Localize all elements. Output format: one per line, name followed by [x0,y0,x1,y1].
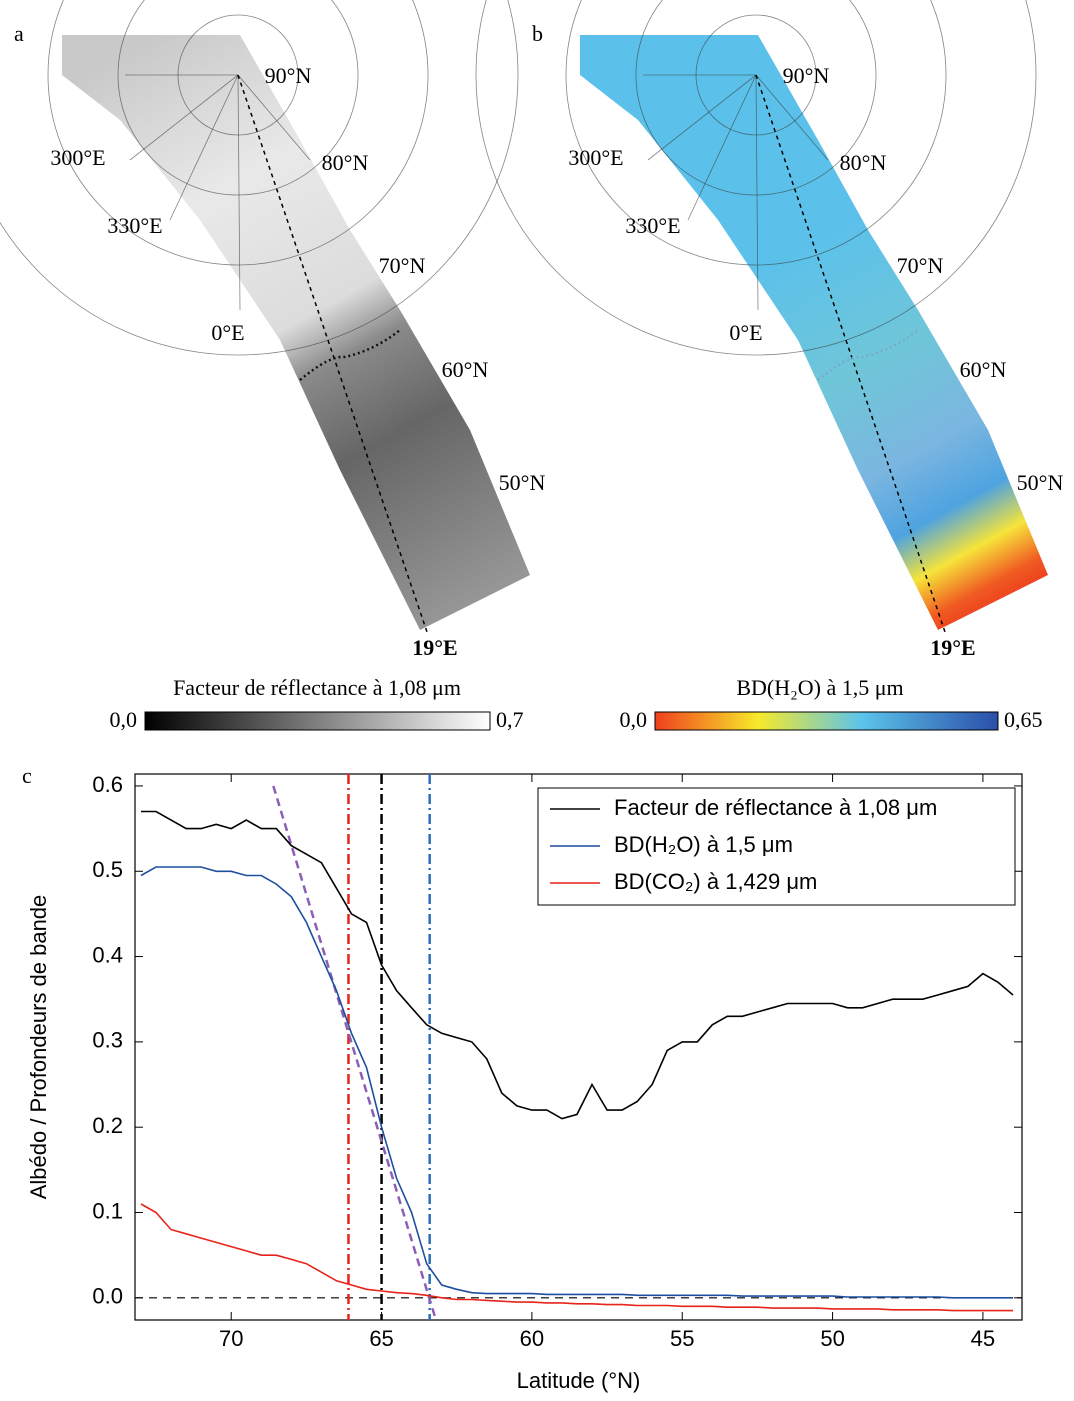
meridian-label: 19°E [930,635,975,660]
graticule-label: 50°N [1017,470,1064,495]
meridian-19e [755,74,946,633]
colorbar-max: 0,65 [1004,707,1043,732]
graticule-label: 50°N [499,470,546,495]
y-axis-label: Albédo / Profondeurs de bande [26,895,51,1200]
graticule-label: 0°E [211,320,244,345]
graticule-label: 70°N [379,253,426,278]
panel-label: b [532,21,543,46]
panel-label: c [22,763,32,788]
y-tick-label: 0.0 [92,1284,123,1309]
map-panel: 90°N 80°N 70°N 60°N 50°N 300°E 330°E 0°E 19°E [475,0,1064,660]
panel-label: a [14,21,24,46]
x-tick-label: 55 [670,1326,694,1351]
map-image [580,35,1048,630]
series-line [140,866,1013,1299]
colorbar-min: 0,0 [620,707,648,732]
y-tick-label: 0.2 [92,1113,123,1138]
colorbar-min: 0,0 [110,707,138,732]
graticule-label: 60°N [960,357,1007,382]
legend-label: BD(CO₂) à 1,429 μm [614,869,817,894]
map-image [62,35,530,630]
graticule-meridian [169,74,239,221]
graticule-label: 300°E [568,145,623,170]
series-line [140,1203,1013,1312]
colorbar-title: BD(H₂O) à 1,5 μm [736,675,903,700]
legend-label: BD(H₂O) à 1,5 μm [614,832,793,857]
trend-line [272,785,437,1320]
graticule-circle [47,0,429,266]
graticule-label: 330°E [107,213,162,238]
graticule-circle [475,0,1037,356]
colorbar-max: 0,7 [496,707,524,732]
x-tick-label: 65 [369,1326,393,1351]
graticule-meridian [237,74,311,161]
maps: 90°N 80°N 70°N 60°N 50°N 300°E 330°E 0°E 19°E a Fa… [0,0,1063,732]
y-tick-label: 0.6 [92,772,123,797]
ice-boundary [299,329,401,381]
y-tick-label: 0.3 [92,1028,123,1053]
meridian-19e [237,74,428,633]
colorbar [144,711,491,731]
graticule-label: 330°E [625,213,680,238]
graticule-label: 90°N [783,63,830,88]
graticule-label: 300°E [50,145,105,170]
x-tick-label: 70 [219,1326,243,1351]
y-tick-label: 0.4 [92,942,123,967]
graticule-meridian [755,74,829,161]
graticule-label: 80°N [322,150,369,175]
y-tick-label: 0.5 [92,857,123,882]
ice-boundary [817,329,919,381]
graticule-label: 60°N [442,357,489,382]
graticule-circle [0,0,519,356]
line-chart: 0.0 0.1 0.2 0.3 0.4 0.5 0.6 70 65 60 55 50 45 Latitud… [26,772,1023,1393]
graticule-label: 70°N [897,253,944,278]
graticule-meridian [129,74,239,161]
y-tick-label: 0.1 [92,1198,123,1223]
x-tick-label: 50 [820,1326,844,1351]
graticule-circle [565,0,947,266]
legend-label: Facteur de réflectance à 1,08 μm [614,795,937,820]
graticule-circle [635,0,877,196]
graticule-label: 80°N [840,150,887,175]
graticule-label: 90°N [265,63,312,88]
legend-box [537,787,1016,906]
x-tick-label: 60 [520,1326,544,1351]
x-tick-label: 45 [971,1326,995,1351]
map-panel: 90°N 80°N 70°N 60°N 50°N 300°E 330°E 0°E 19°E [0,0,545,660]
plot-frame [134,773,1023,1321]
series-line [141,810,1014,1120]
colorbar-title: Facteur de réflectance à 1,08 μm [173,675,461,700]
graticule-meridian [647,74,757,161]
colorbar [654,711,999,731]
graticule-meridian [755,74,759,311]
graticule-label: 0°E [729,320,762,345]
graticule-meridian [687,74,757,221]
meridian-label: 19°E [412,635,457,660]
graticule-meridian [237,74,241,311]
x-axis-label: Latitude (°N) [517,1368,641,1393]
graticule-circle [117,0,359,196]
